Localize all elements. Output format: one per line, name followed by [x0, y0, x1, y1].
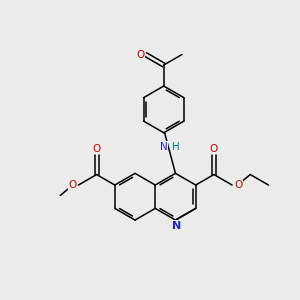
- Text: O: O: [68, 180, 76, 190]
- Text: O: O: [210, 144, 218, 154]
- Text: N: N: [172, 221, 181, 231]
- Text: O: O: [234, 180, 242, 190]
- Text: O: O: [136, 50, 144, 59]
- Text: N: N: [160, 142, 168, 152]
- Text: H: H: [172, 142, 179, 152]
- Text: O: O: [92, 144, 101, 154]
